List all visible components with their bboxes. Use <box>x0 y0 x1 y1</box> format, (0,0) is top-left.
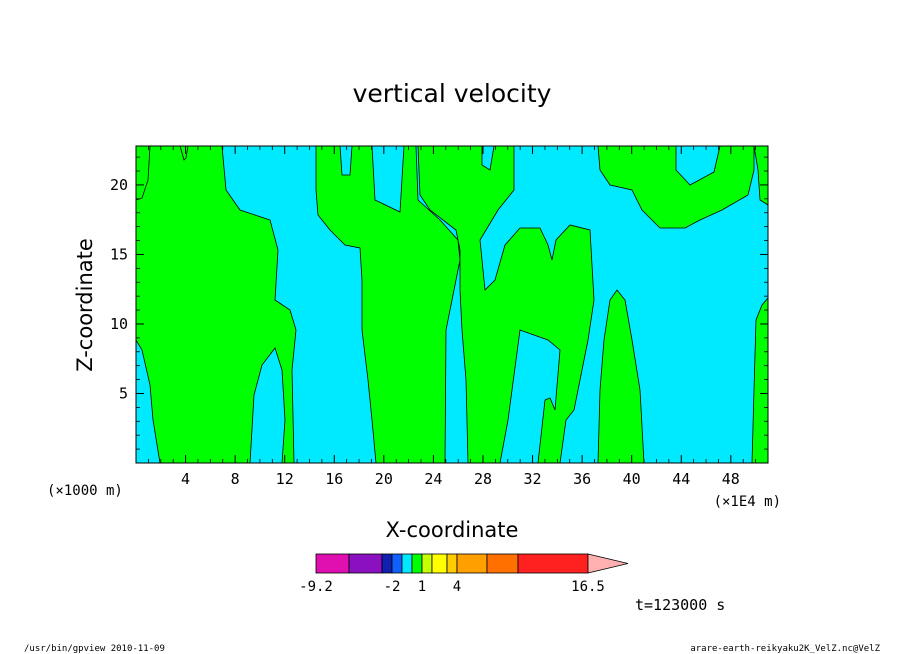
footer-right: arare-earth-reikyaku2K_VelZ.nc@VelZ <box>690 644 880 654</box>
x-axis-label: X-coordinate <box>386 518 519 542</box>
x-unit-left: (×1000 m) <box>47 483 123 499</box>
region-d <box>417 145 595 464</box>
x-tick-label: 20 <box>375 470 393 488</box>
colorbar-cell <box>348 553 383 574</box>
colorbar-cell <box>391 553 403 574</box>
colorbar-cell <box>517 553 589 574</box>
region-f <box>597 289 645 464</box>
time-label: t=123000 s <box>635 596 725 614</box>
colorbar-label: -2 <box>384 579 401 595</box>
x-tick-label: 16 <box>325 470 343 488</box>
colorbar-cell <box>381 553 393 574</box>
colorbar-label: 4 <box>453 579 461 595</box>
x-axis-ticks: 4 8 12 16 20 24 28 32 36 40 44 48 <box>147 146 757 488</box>
x-tick-label: 4 <box>181 470 190 488</box>
colorbar-cell <box>431 553 448 574</box>
x-unit-right: (×1E4 m) <box>714 494 781 510</box>
colorbar-cell <box>401 553 413 574</box>
colorbar-label: -9.2 <box>299 579 333 595</box>
y-tick-label: 5 <box>119 384 128 402</box>
x-tick-label: 44 <box>672 470 690 488</box>
plot-frame <box>135 145 769 464</box>
colorbar-label: 1 <box>418 579 426 595</box>
x-tick-label: 24 <box>424 470 442 488</box>
colorbar-cell <box>411 553 423 574</box>
x-tick-label: 8 <box>231 470 240 488</box>
x-tick-label: 28 <box>474 470 492 488</box>
colorbar-cell <box>421 553 433 574</box>
x-tick-label: 40 <box>623 470 641 488</box>
colorbar-label: 16.5 <box>571 579 605 595</box>
colorbar-cell <box>446 553 458 574</box>
y-axis-ticks: 5 10 15 20 <box>110 156 768 450</box>
colorbar-labels: -9.2 -2 1 4 16.5 <box>299 579 605 595</box>
colorbar-arrow <box>587 553 629 574</box>
region-a <box>135 145 297 464</box>
colorbar-cell <box>315 553 350 574</box>
footer-left: /usr/bin/gpview 2010-11-09 <box>24 644 165 654</box>
y-tick-label: 15 <box>110 245 128 263</box>
x-tick-label: 48 <box>722 470 740 488</box>
x-tick-label: 32 <box>524 470 542 488</box>
plot-area <box>135 145 769 464</box>
y-tick-label: 20 <box>110 176 128 194</box>
x-tick-label: 36 <box>573 470 591 488</box>
colorbar <box>315 553 629 574</box>
colorbar-cell <box>456 553 488 574</box>
y-axis-label: Z-coordinate <box>73 238 97 372</box>
colorbar-cell <box>486 553 519 574</box>
x-tick-label: 12 <box>276 470 294 488</box>
positive-velocity-regions <box>135 145 769 464</box>
chart-title: vertical velocity <box>353 79 552 108</box>
y-tick-label: 10 <box>110 315 128 333</box>
